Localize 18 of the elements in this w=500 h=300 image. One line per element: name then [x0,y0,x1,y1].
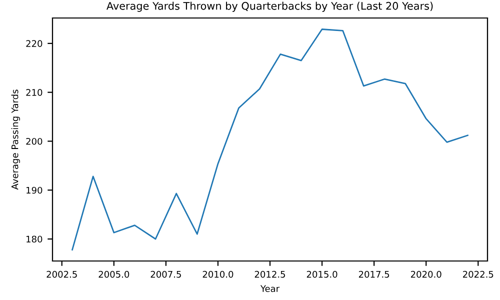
x-tick-label: 2020.0 [410,270,442,278]
y-axis-title: Average Passing Yards [11,90,20,190]
x-tick-label: 2022.5 [463,270,494,278]
x-tick-label: 2005.0 [98,270,130,278]
y-tick-label: 220 [26,40,42,47]
x-tick-label: 2002.5 [46,270,77,278]
y-tick-label: 180 [26,236,42,243]
x-tick-label: 2010.0 [202,270,234,278]
y-tick-label: 190 [26,186,42,194]
x-tick-label: 2017.5 [358,270,390,278]
x-tick-label: 2007.5 [150,270,181,278]
x-tick-label: 2015.0 [306,270,338,278]
chart-title: Average Yards Thrown by Quarterbacks by Year (Last 20 Years) [106,2,433,12]
line-series [72,28,468,250]
y-tick-label: 210 [26,89,42,96]
x-axis-title: Year [260,285,280,292]
x-tick-label: 2012.5 [254,270,286,278]
y-tick-label: 200 [26,138,42,145]
